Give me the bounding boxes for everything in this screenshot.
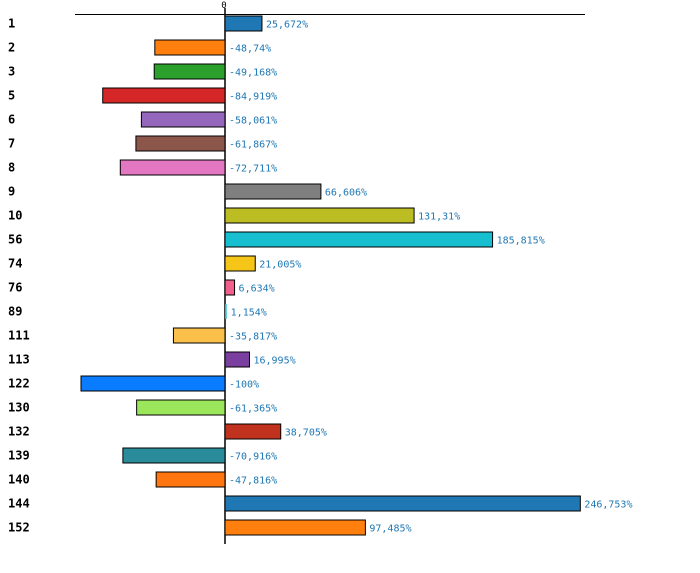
value-label-6: -58,061%	[229, 116, 277, 127]
bar-89	[225, 304, 227, 319]
category-label-76: 76	[8, 281, 22, 295]
bar-140	[155, 471, 226, 488]
zero-tick-label: 0	[221, 1, 226, 11]
category-label-130: 130	[8, 401, 30, 415]
value-label-1: 25,672%	[266, 20, 308, 31]
category-label-144: 144	[8, 497, 30, 511]
bar-132	[224, 423, 282, 440]
category-label-74: 74	[8, 257, 22, 271]
category-label-140: 140	[8, 473, 30, 487]
bar-2	[154, 39, 226, 56]
bar-152	[224, 519, 366, 536]
value-label-130: -61,365%	[229, 404, 277, 415]
value-label-132: 38,705%	[285, 428, 327, 439]
bar-113	[224, 351, 250, 368]
value-label-113: 16,995%	[253, 356, 295, 367]
category-label-139: 139	[8, 449, 30, 463]
value-label-74: 21,005%	[259, 260, 301, 271]
category-label-152: 152	[8, 521, 30, 535]
bar-139	[122, 447, 226, 464]
value-label-56: 185,815%	[497, 236, 545, 247]
bar-1	[224, 15, 263, 32]
value-label-5: -84,919%	[229, 92, 277, 103]
bar-130	[136, 399, 226, 416]
category-label-10: 10	[8, 209, 22, 223]
value-label-2: -48,74%	[229, 44, 271, 55]
value-label-140: -47,816%	[229, 476, 277, 487]
bar-9	[224, 183, 322, 200]
bar-74	[224, 255, 256, 272]
category-label-111: 111	[8, 329, 30, 343]
value-label-89: 1,154%	[231, 308, 267, 319]
bars-group: 1 25,672% 2 -48,74% 3 -49,168% 5 -84,919% 6 -58,0…	[8, 15, 632, 536]
category-label-7: 7	[8, 137, 15, 151]
bar-5	[102, 87, 226, 104]
category-label-132: 132	[8, 425, 30, 439]
value-label-144: 246,753%	[584, 500, 632, 511]
value-label-111: -35,817%	[229, 332, 277, 343]
bar-6	[140, 111, 226, 128]
bar-111	[172, 327, 226, 344]
bar-144	[224, 495, 581, 512]
category-label-9: 9	[8, 185, 15, 199]
category-label-113: 113	[8, 353, 30, 367]
category-label-56: 56	[8, 233, 22, 247]
value-label-10: 131,31%	[418, 212, 460, 223]
value-label-122: -100%	[229, 380, 259, 391]
bar-10	[224, 207, 415, 224]
category-label-89: 89	[8, 305, 22, 319]
value-label-8: -72,711%	[229, 164, 277, 175]
category-label-1: 1	[8, 17, 15, 31]
value-label-9: 66,606%	[325, 188, 367, 199]
category-label-3: 3	[8, 65, 15, 79]
category-label-5: 5	[8, 89, 15, 103]
category-label-2: 2	[8, 41, 15, 55]
value-label-139: -70,916%	[229, 452, 277, 463]
category-label-122: 122	[8, 377, 30, 391]
value-label-3: -49,168%	[229, 68, 277, 79]
bar-3	[153, 63, 226, 80]
bar-76	[224, 279, 236, 296]
category-label-6: 6	[8, 113, 15, 127]
bar-7	[135, 135, 226, 152]
bar-56	[224, 231, 494, 248]
value-label-76: 6,634%	[239, 284, 275, 295]
bar-8	[119, 159, 226, 176]
category-label-8: 8	[8, 161, 15, 175]
value-label-152: 97,485%	[369, 524, 411, 535]
bar-122	[80, 375, 226, 392]
value-label-7: -61,867%	[229, 140, 277, 151]
